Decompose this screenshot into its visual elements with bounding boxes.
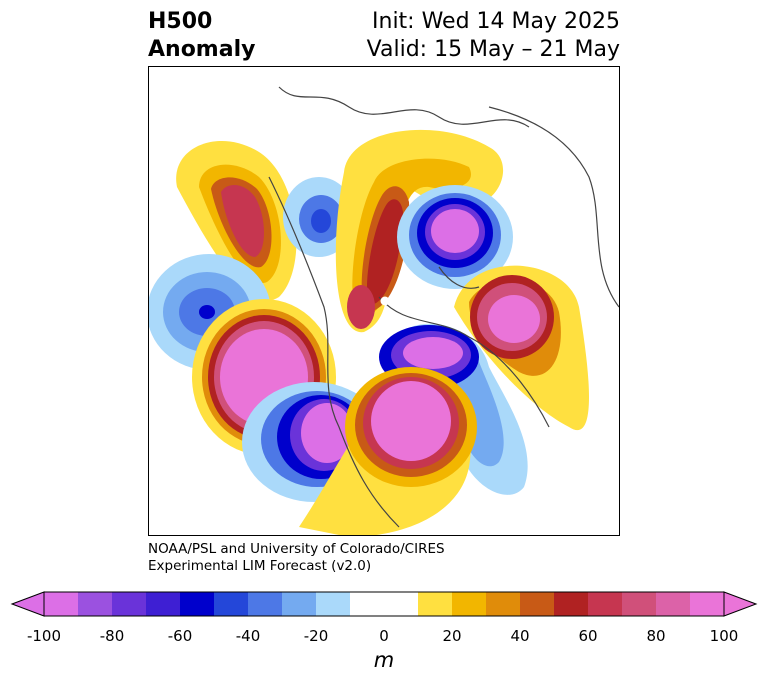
colorbar-cell [248, 592, 283, 616]
colorbar-unit: m [373, 648, 395, 672]
colorbar-tick-label: -100 [26, 627, 62, 645]
map-title: H500 Anomaly [148, 8, 255, 64]
colorbar [10, 591, 758, 617]
colorbar-extend-left [10, 591, 45, 617]
anomaly-alaska-ridge [176, 140, 297, 301]
anomaly-map [149, 86, 619, 535]
colorbar-tick-label: -20 [303, 627, 329, 645]
colorbar-cell [418, 592, 453, 616]
colorbar-cell [44, 592, 79, 616]
title-variable: H500 [148, 9, 213, 34]
colorbar-cell [690, 592, 725, 616]
anomaly-east-na-high [299, 367, 477, 535]
colorbar-tick-label: -40 [235, 627, 261, 645]
credit-block: NOAA/PSL and University of Colorado/CIRE… [148, 541, 445, 575]
colorbar-cell [622, 592, 657, 616]
colorbar-cell [486, 592, 521, 616]
colorbar-cell [452, 592, 487, 616]
colorbar-cell [554, 592, 589, 616]
colorbar-cell [214, 592, 249, 616]
colorbar-cell [350, 592, 385, 616]
colorbar-cell [316, 592, 351, 616]
map-panel [148, 66, 620, 536]
colorbar-cell [588, 592, 623, 616]
colorbar-outline [43, 591, 725, 617]
colorbar-tick-label: 40 [510, 627, 530, 645]
valid-range: Valid: 15 May – 21 May [366, 37, 620, 62]
colorbar-tick-label: 100 [709, 627, 739, 645]
colorbar-tick-label: 0 [379, 627, 389, 645]
colorbar-cell [282, 592, 317, 616]
anomaly-scandinavia-low [397, 185, 513, 289]
credit-model: Experimental LIM Forecast (v2.0) [148, 558, 372, 574]
colorbar-tick-label: 60 [578, 627, 598, 645]
colorbar-cell [520, 592, 555, 616]
anomaly-arctic-ridge [335, 129, 504, 333]
colorbar-cell [78, 592, 113, 616]
colorbar-tick-label: -60 [167, 627, 193, 645]
init-date: Init: Wed 14 May 2025 [372, 9, 620, 34]
colorbar-extend-right [723, 591, 758, 617]
colorbar-tick-label: 80 [646, 627, 666, 645]
colorbar-cell [112, 592, 147, 616]
colorbar-tick-label: 20 [442, 627, 462, 645]
coastlines [268, 86, 619, 528]
colorbar-cell [384, 592, 419, 616]
colorbar-cell [656, 592, 691, 616]
colorbar-cell [146, 592, 181, 616]
anomaly-europe-ridge [454, 265, 589, 431]
credit-institution: NOAA/PSL and University of Colorado/CIRE… [148, 541, 445, 557]
colorbar-cell [180, 592, 215, 616]
title-subtitle: Anomaly [148, 37, 256, 62]
colorbar-cells [44, 592, 725, 616]
forecast-dates: Init: Wed 14 May 2025 Valid: 15 May – 21… [367, 8, 620, 64]
colorbar-tick-label: -80 [99, 627, 125, 645]
anomaly-pacific-low [149, 254, 271, 370]
